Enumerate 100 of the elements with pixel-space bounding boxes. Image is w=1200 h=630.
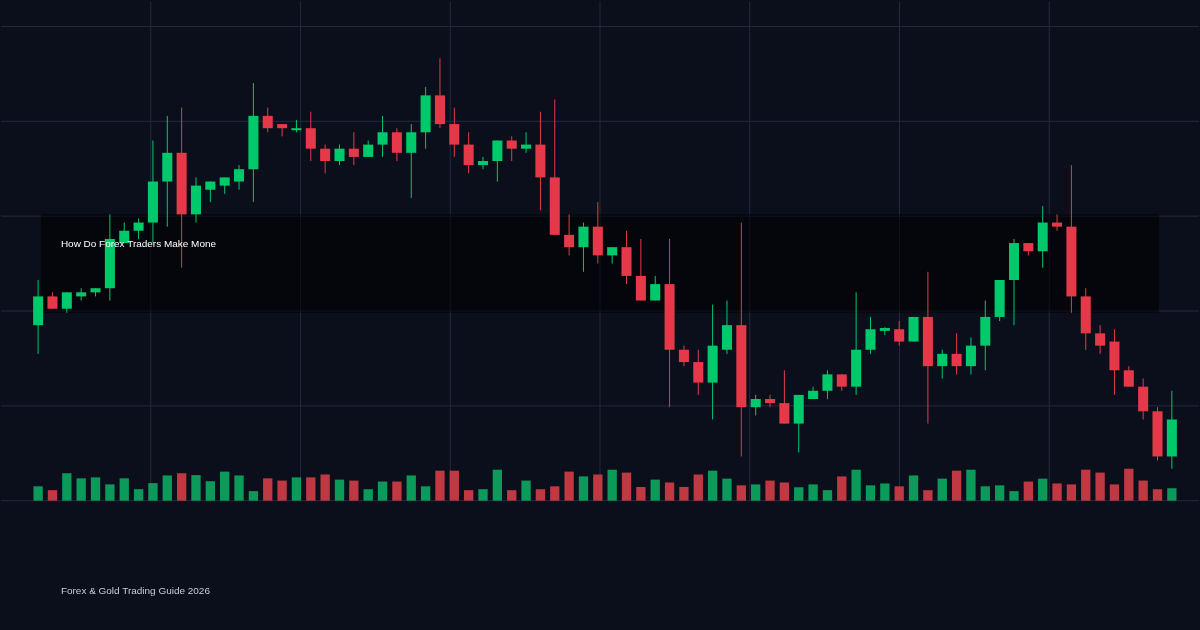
candlestick — [463, 131, 474, 174]
bar — [191, 475, 201, 501]
candlestick — [779, 369, 790, 425]
candlestick — [477, 156, 489, 170]
bar — [1124, 468, 1134, 501]
bar — [822, 490, 833, 501]
bar — [693, 474, 703, 501]
bar — [865, 485, 876, 501]
bar — [320, 474, 330, 501]
bar — [148, 483, 158, 501]
candlestick — [521, 131, 532, 154]
bar — [550, 486, 560, 501]
bar — [923, 490, 933, 501]
bar — [478, 489, 488, 501]
bar — [306, 477, 316, 501]
bar — [621, 472, 632, 501]
bar — [220, 471, 230, 501]
bar — [420, 486, 431, 501]
bar — [736, 485, 746, 501]
bar — [47, 490, 58, 501]
bar — [62, 473, 72, 501]
bar — [1081, 469, 1091, 501]
bar — [607, 469, 617, 501]
candlestick — [334, 144, 345, 166]
candlestick — [449, 107, 460, 158]
candlestick — [61, 291, 72, 314]
candlestick — [693, 349, 704, 396]
bar — [248, 491, 259, 501]
candlestick — [133, 217, 144, 240]
candlestick — [406, 123, 417, 199]
bar — [392, 481, 402, 501]
bar — [1167, 488, 1177, 501]
candlestick — [894, 320, 905, 347]
bar — [664, 482, 675, 501]
bar — [90, 477, 101, 501]
bar — [1052, 483, 1062, 501]
bar — [535, 489, 546, 501]
bar — [751, 484, 761, 501]
bar — [507, 490, 517, 501]
bar — [463, 490, 474, 501]
candlestick — [951, 332, 962, 375]
bar — [76, 478, 86, 501]
bar — [377, 481, 388, 501]
bar — [363, 489, 373, 501]
bar — [105, 484, 115, 501]
candlestick — [937, 349, 948, 379]
bar — [593, 474, 603, 501]
bar — [435, 470, 445, 501]
bar — [133, 489, 144, 501]
candlestick — [750, 394, 761, 416]
bar — [650, 479, 660, 501]
bar — [234, 475, 244, 501]
candlestick — [822, 369, 833, 400]
candlestick — [965, 336, 976, 375]
bar — [980, 486, 990, 501]
bar — [1152, 489, 1163, 501]
bar — [880, 483, 890, 501]
bar — [779, 482, 790, 501]
bar — [406, 475, 416, 501]
candlestick — [765, 394, 776, 408]
bar — [1109, 484, 1120, 501]
bar — [205, 481, 215, 501]
bar — [349, 480, 359, 501]
bar — [521, 480, 531, 501]
candlestick — [262, 107, 273, 133]
bar — [765, 480, 775, 501]
candlestick — [234, 164, 245, 191]
candlestick — [678, 345, 689, 367]
bar — [449, 470, 459, 501]
candlestick — [320, 144, 331, 174]
bar — [851, 469, 861, 501]
candlestick — [1123, 365, 1134, 388]
candlestick — [578, 222, 589, 273]
bar — [837, 476, 847, 501]
bar — [162, 475, 172, 501]
bar — [263, 478, 273, 501]
candlestick — [564, 213, 575, 256]
bar — [908, 475, 919, 501]
bar — [951, 470, 962, 501]
candlestick — [1052, 213, 1063, 232]
bar — [679, 486, 689, 501]
candlestick — [391, 127, 402, 162]
bar — [291, 477, 302, 501]
candlestick — [348, 131, 359, 166]
bar — [564, 471, 574, 501]
bar — [119, 478, 129, 501]
bar — [492, 469, 503, 501]
bar — [277, 480, 287, 501]
text: Forex & Gold Trading Guide 2026 — [60, 584, 211, 596]
bar — [636, 486, 646, 501]
bar — [966, 469, 976, 501]
bar — [334, 479, 345, 501]
bar — [176, 473, 187, 501]
bar — [33, 486, 43, 501]
bar — [1038, 478, 1048, 501]
bar — [1066, 484, 1077, 501]
bar — [722, 478, 732, 501]
bar — [794, 487, 804, 501]
bar — [994, 485, 1005, 501]
candlestick — [277, 123, 288, 137]
